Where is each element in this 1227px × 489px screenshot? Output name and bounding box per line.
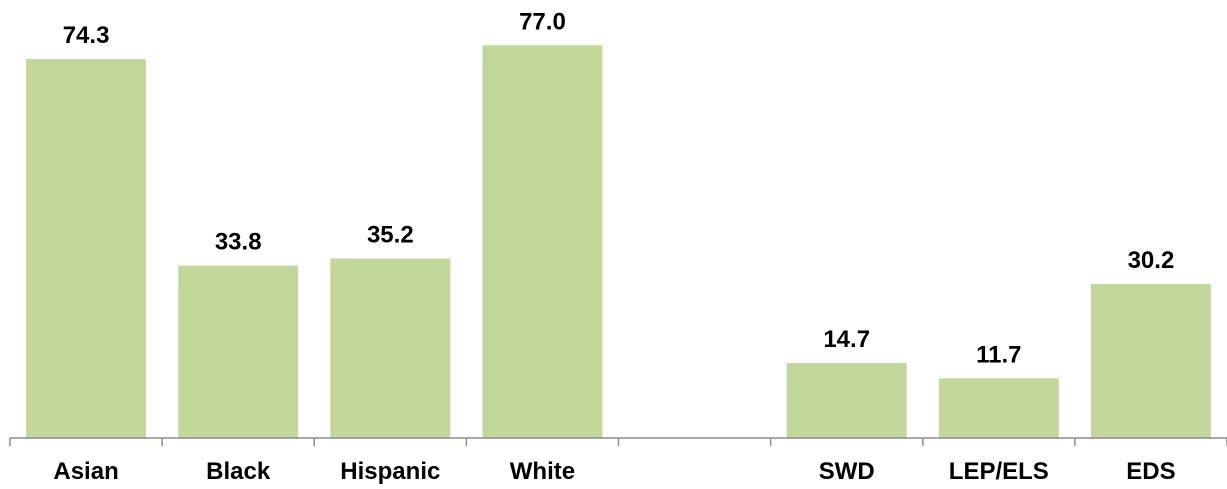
value-label: 33.8 xyxy=(215,229,262,256)
value-label: 77.0 xyxy=(519,8,566,35)
category-label: White xyxy=(510,458,575,485)
value-label: 30.2 xyxy=(1128,247,1175,274)
bar xyxy=(26,59,147,438)
category-label: Black xyxy=(206,458,271,485)
x-axis-ticks xyxy=(9,438,1227,446)
category-label: Hispanic xyxy=(340,458,440,485)
bar xyxy=(786,363,907,438)
bar xyxy=(1090,283,1211,438)
value-labels-group: 74.3 33.8 35.2 77.0 14.7 11.7 30.2 xyxy=(63,8,1175,368)
value-label: 14.7 xyxy=(823,326,870,353)
value-label: 74.3 xyxy=(63,22,110,49)
value-label: 35.2 xyxy=(367,221,414,248)
category-label: LEP/ELS xyxy=(949,458,1049,485)
category-label: EDS xyxy=(1126,458,1175,485)
category-label: SWD xyxy=(819,458,875,485)
bars-group xyxy=(26,45,1211,439)
bar xyxy=(330,258,451,438)
bar xyxy=(178,265,299,438)
bar xyxy=(482,45,603,439)
category-labels-group: Asian Black Hispanic White SWD LEP/ELS EDS xyxy=(53,458,1175,485)
category-label: Asian xyxy=(53,458,118,485)
bar xyxy=(938,378,1059,438)
value-label: 11.7 xyxy=(976,341,1021,368)
